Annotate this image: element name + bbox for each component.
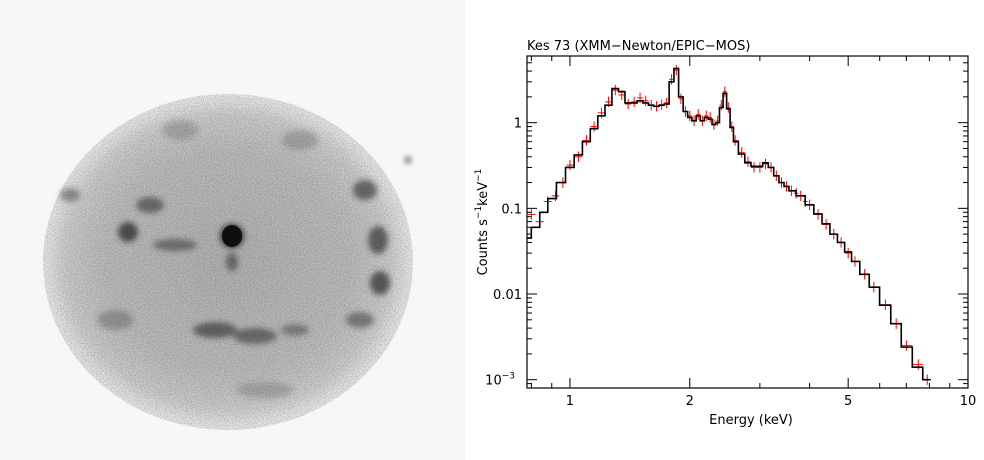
- data-point: [527, 209, 536, 220]
- data-point: [750, 162, 757, 173]
- data-point: [844, 247, 852, 259]
- data-point: [762, 158, 769, 170]
- data-point: [624, 98, 632, 110]
- chart-title: Kes 73 (XMM−Newton/EPIC−MOS): [527, 39, 750, 54]
- remnant-shell: [43, 94, 413, 430]
- y-tick-label: 0.01: [493, 288, 522, 303]
- data-point: [566, 159, 575, 171]
- data-point: [664, 97, 670, 109]
- data-point: [590, 121, 598, 132]
- data-point: [611, 84, 619, 96]
- x-tick-label: 1: [566, 394, 574, 409]
- data-point: [696, 109, 701, 120]
- x-tick-label: 2: [686, 394, 694, 409]
- y-tick-label-sup: −3: [502, 372, 515, 382]
- y-axis-label-base: Counts s: [476, 219, 491, 276]
- data-point: [551, 190, 560, 202]
- data-point: [756, 162, 763, 173]
- xray-image-panel: [0, 0, 465, 460]
- data-point: [723, 86, 727, 97]
- data-point: [901, 340, 913, 351]
- data-point: [912, 359, 923, 370]
- y-axis-label-mid: keV: [476, 182, 491, 206]
- spectrum-chart: Kes 73 (XMM−Newton/EPIC−MOS) 1 2 5 10 1 0.1 0.…: [474, 39, 977, 428]
- data-point: [733, 135, 739, 146]
- x-tick-label: 10: [960, 394, 977, 409]
- y-tick-label: 0.1: [501, 202, 522, 217]
- data-points: [527, 64, 931, 385]
- data-point: [574, 151, 583, 162]
- data-point: [738, 147, 745, 158]
- plot-area: 1 2 5 10 1 0.1 0.01 10−3: [485, 55, 977, 409]
- y-tick-label: 10−3: [485, 372, 515, 389]
- y-tick-label: 1: [514, 117, 522, 132]
- model-line: [527, 67, 931, 381]
- x-tick-label: 5: [844, 394, 852, 409]
- y-axis-label-sup2: −1: [474, 169, 484, 182]
- data-point: [744, 156, 751, 167]
- y-axis-label-sup1: −1: [474, 206, 484, 219]
- x-axis-label: Energy (keV): [709, 413, 793, 428]
- data-point: [704, 110, 709, 122]
- data-point: [669, 74, 674, 85]
- data-point: [642, 95, 649, 106]
- data-point: [582, 135, 591, 146]
- data-point: [631, 96, 638, 108]
- y-axis-label: Counts s−1keV−1: [474, 169, 491, 276]
